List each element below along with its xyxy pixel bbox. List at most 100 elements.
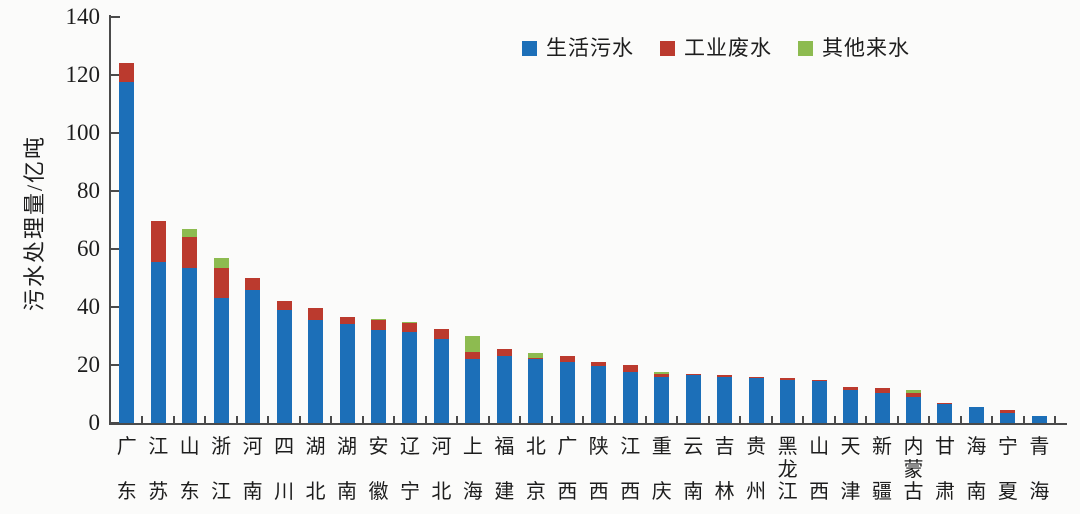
bar-segment-domestic-sewage (213, 298, 229, 423)
bar-segment-domestic-sewage (433, 338, 449, 423)
bar-segment-domestic-sewage (182, 267, 198, 423)
x-axis-label-char: 广 (116, 436, 137, 458)
bar-stack (968, 407, 984, 423)
x-axis-label-char: 南 (242, 481, 263, 503)
x-tick-mark (361, 416, 364, 423)
x-axis-label-char: 东 (116, 481, 137, 503)
bar-segment-industrial-wastewater (308, 308, 324, 321)
x-axis-label: 吉林 (709, 437, 741, 503)
bar-stack (308, 308, 324, 423)
bar-segment-industrial-wastewater (780, 378, 796, 380)
x-axis-label-char: 南 (683, 481, 704, 503)
x-axis-label-char: 龙 (777, 458, 798, 481)
y-tick-mark (111, 422, 120, 424)
bar-stack (119, 63, 135, 423)
x-tick-mark (393, 416, 396, 423)
bar-segment-industrial-wastewater (370, 320, 386, 331)
bar-segment-industrial-wastewater (654, 373, 670, 377)
x-axis-label: 云南 (677, 437, 709, 503)
bar-segment-other-water (402, 321, 418, 323)
bar-segment-domestic-sewage (968, 407, 984, 423)
x-axis-label-char: 京 (525, 481, 546, 503)
x-axis-label-char: 河 (242, 436, 263, 458)
bar-stack (245, 278, 261, 423)
bar-segment-industrial-wastewater (402, 322, 418, 332)
bar-segment-industrial-wastewater (245, 278, 261, 290)
bar-segment-other-water (370, 318, 386, 321)
x-axis-label-char: 湖 (305, 436, 326, 458)
x-tick-mark (582, 416, 585, 423)
x-axis-label-char: 甘 (934, 436, 955, 458)
x-axis-label-char: 江 (148, 436, 169, 458)
x-axis-label: 贵州 (740, 437, 772, 503)
bar-stack (811, 379, 827, 423)
y-tick-label: 140 (65, 4, 101, 29)
x-axis-label-char: 青 (1029, 436, 1050, 458)
x-axis-label: 甘肃 (929, 437, 961, 503)
x-axis-label-char: 江 (211, 481, 232, 503)
bar-stack (559, 356, 575, 423)
bar-stack (874, 388, 890, 423)
x-axis-label-char: 吉 (714, 436, 735, 458)
x-tick-mark (487, 416, 490, 423)
bar-segment-domestic-sewage (119, 82, 135, 423)
x-tick-mark (833, 416, 836, 423)
x-axis-label: 内蒙古 (897, 437, 929, 503)
x-axis-label: 江西 (614, 437, 646, 503)
bar-segment-industrial-wastewater (119, 63, 135, 83)
bar-segment-other-water (465, 336, 481, 352)
bar-segment-industrial-wastewater (843, 386, 859, 390)
x-tick-mark (298, 416, 301, 423)
bar-stack (213, 257, 229, 423)
bar-stack (1031, 415, 1047, 423)
bar-segment-domestic-sewage (654, 376, 670, 423)
x-axis-label-char: 云 (683, 436, 704, 458)
y-tick-label: 80 (77, 178, 100, 203)
x-tick-mark (928, 416, 931, 423)
x-axis-label-char: 安 (368, 436, 389, 458)
x-axis-label-char: 内 (903, 436, 924, 458)
x-axis-label: 山西 (803, 437, 835, 503)
bar-stack (276, 301, 292, 423)
x-axis-label-char: 西 (620, 481, 641, 503)
x-tick-mark (141, 416, 144, 423)
x-axis-label-char: 庆 (651, 481, 672, 503)
bar-segment-industrial-wastewater (905, 392, 921, 397)
bar-segment-industrial-wastewater (150, 221, 166, 263)
x-axis-label-char: 苏 (148, 481, 169, 503)
x-axis-label: 新疆 (866, 437, 898, 503)
x-axis-label-char: 东 (179, 481, 200, 503)
x-axis-label-char: 贵 (746, 436, 767, 458)
y-tick-mark (111, 132, 120, 134)
legend-item-domestic-sewage: 生活污水 (522, 38, 634, 59)
legend: 生活污水 工业废水 其他来水 (522, 38, 910, 59)
x-tick-mark (865, 416, 868, 423)
bar-segment-industrial-wastewater (559, 356, 575, 363)
x-axis-label-char: 黑 (777, 436, 798, 458)
x-axis-label-char: 古 (903, 481, 924, 503)
bar-segment-domestic-sewage (591, 366, 607, 423)
bar-stack (433, 328, 449, 423)
bar-segment-industrial-wastewater (1000, 409, 1016, 413)
bar-segment-domestic-sewage (843, 389, 859, 423)
x-axis-label-char: 疆 (872, 481, 892, 503)
bar-segment-domestic-sewage (308, 320, 324, 423)
bar-segment-domestic-sewage (370, 330, 386, 423)
bar-stack (905, 389, 921, 423)
x-axis-label: 四川 (268, 437, 300, 503)
x-axis-label-char: 北 (305, 481, 326, 503)
x-tick-mark (676, 416, 679, 423)
bar-segment-domestic-sewage (559, 362, 575, 423)
bar-stack (654, 372, 670, 423)
x-axis-label-char: 重 (651, 436, 672, 458)
x-axis-label-char: 徽 (368, 481, 389, 503)
y-axis-line (109, 15, 111, 425)
y-tick-label: 0 (88, 410, 101, 435)
x-tick-mark (959, 416, 962, 423)
bar-segment-industrial-wastewater (465, 351, 481, 360)
x-axis-label-char: 海 (462, 481, 483, 503)
y-tick-label: 100 (65, 120, 101, 145)
bar-segment-other-water (905, 389, 921, 393)
y-tick-label: 20 (77, 352, 100, 377)
x-axis-label: 河北 (425, 437, 457, 503)
